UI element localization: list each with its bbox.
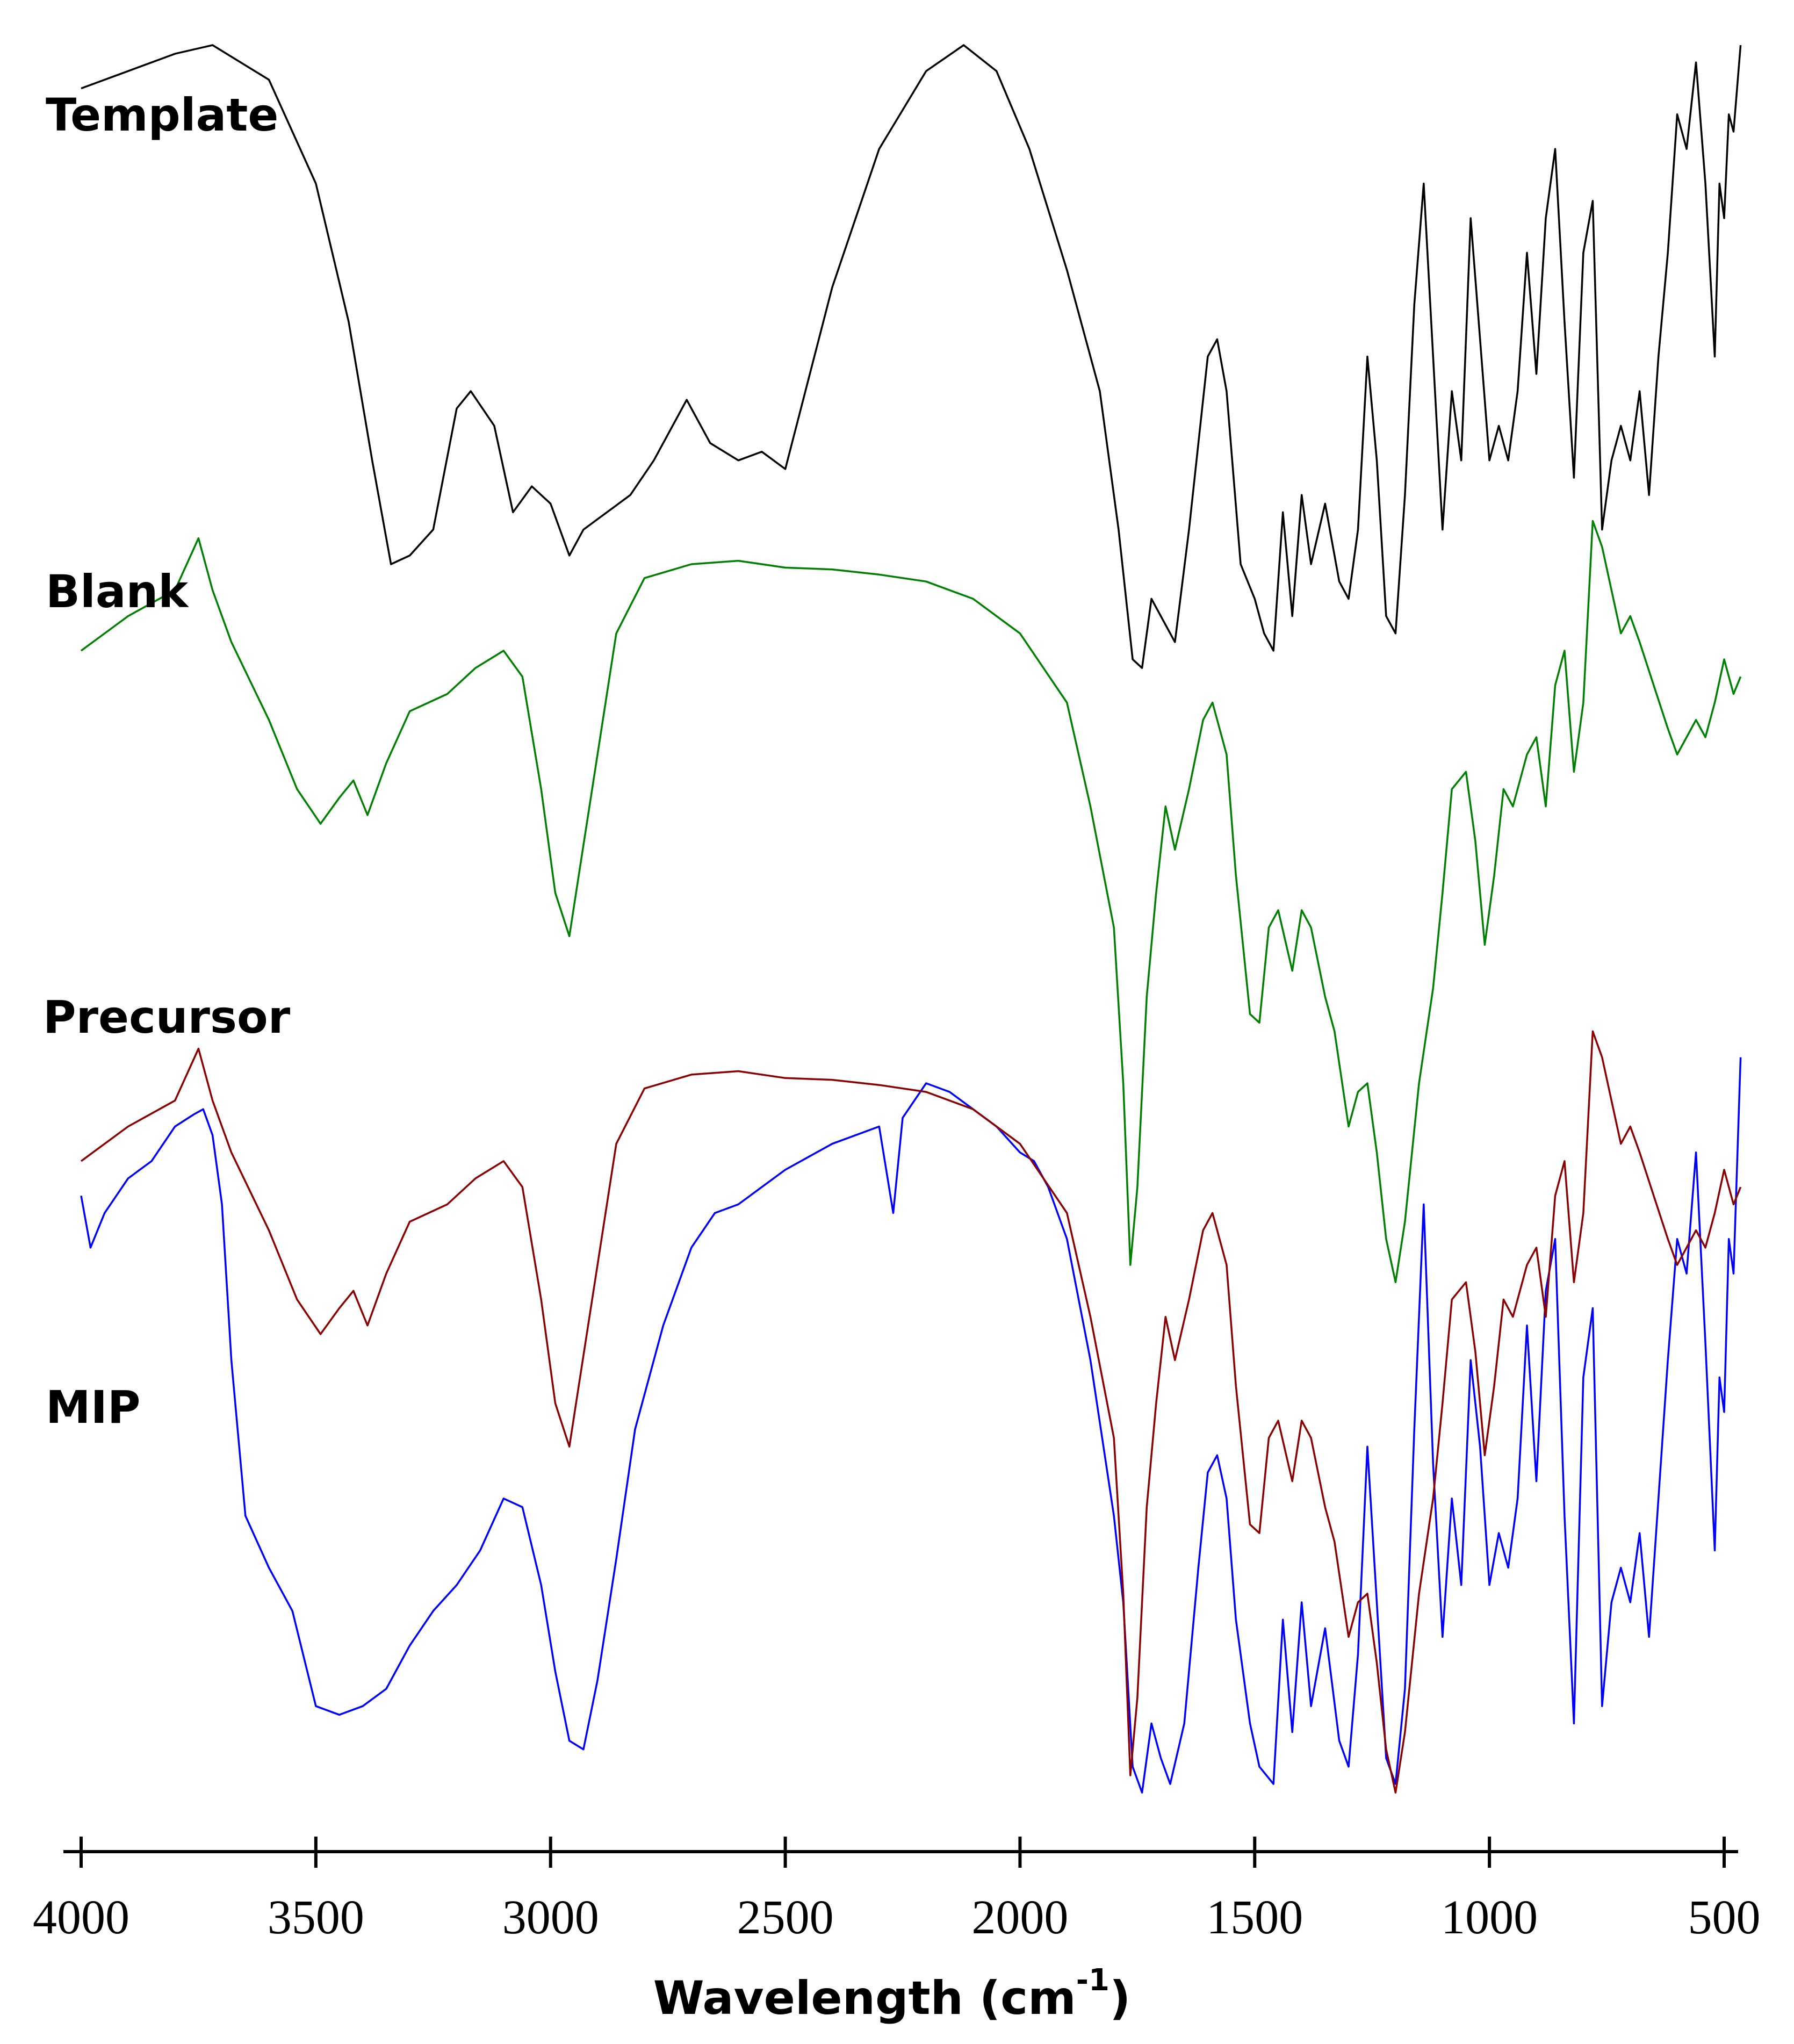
series-label-layer: Template Blank Precursor MIP [43, 89, 291, 1434]
x-axis-title-suffix: ) [1109, 1971, 1130, 2025]
series-label-template: Template [46, 89, 278, 141]
series-label-mip: MIP [46, 1381, 140, 1434]
spectrum-line-blank [80, 520, 1742, 1284]
series-label-precursor: Precursor [43, 991, 291, 1043]
x-tick-label-3500: 3500 [268, 1891, 364, 1944]
x-tick-label-3000: 3000 [502, 1891, 599, 1944]
spectrum-line-template [81, 44, 1742, 669]
x-axis-title: Wavelength (cm-1) [653, 1963, 1131, 2025]
x-axis-title-main: Wavelength (cm [653, 1971, 1076, 2025]
x-tick-label-2000: 2000 [971, 1891, 1068, 1944]
series-layer [80, 44, 1742, 1794]
series-label-blank: Blank [46, 565, 189, 618]
spectrum-line-mip [80, 1030, 1742, 1794]
x-tick-label-4000: 4000 [33, 1891, 129, 1944]
x-tick-label-2500: 2500 [737, 1891, 834, 1944]
spectrum-line-precursor [80, 1057, 1742, 1794]
x-tick-label-1000: 1000 [1441, 1891, 1538, 1944]
x-tick-label-500: 500 [1688, 1891, 1761, 1944]
x-tick-label-1500: 1500 [1206, 1891, 1303, 1944]
x-tick-layer: 4000 3500 3000 2500 2000 1500 1000 500 [33, 1837, 1761, 1944]
x-axis-title-superscript: -1 [1076, 1963, 1109, 1998]
